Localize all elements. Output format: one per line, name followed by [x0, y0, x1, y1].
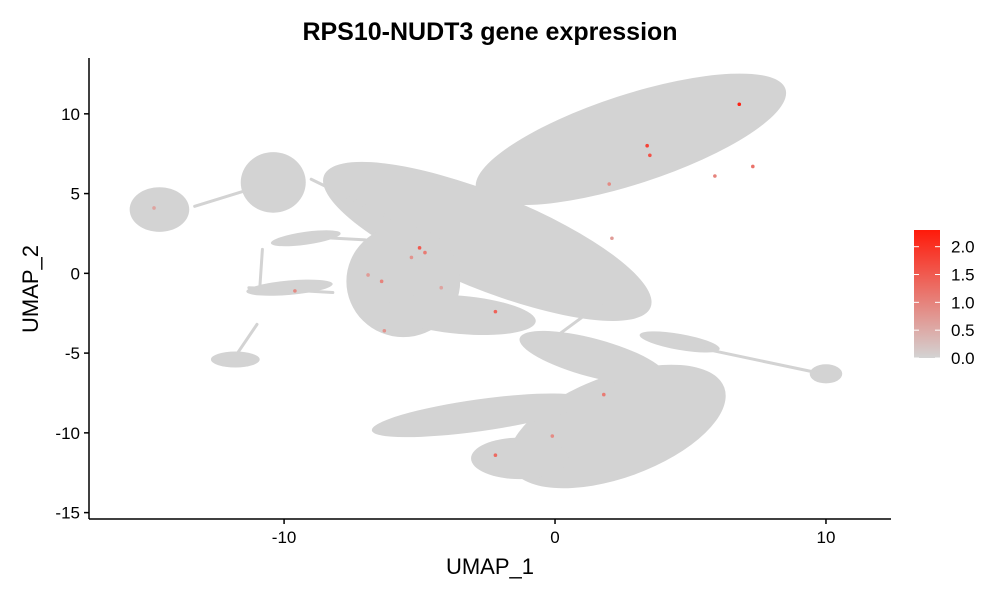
y-axis-title: UMAP_2: [18, 245, 43, 333]
y-tick-label: 10: [61, 105, 80, 124]
expressing-cell-point: [493, 453, 498, 457]
cell-cluster: [475, 73, 787, 206]
colorbar-tick-label: 1.0: [951, 293, 975, 312]
cell-strand: [247, 286, 335, 294]
y-ticks: -15 -10 -5 0 5 10: [55, 105, 89, 523]
expressing-cell-point: [417, 246, 422, 250]
x-ticks: -10 0 10: [272, 519, 836, 547]
expressing-cell-point: [293, 289, 297, 293]
cell-cluster: [323, 161, 652, 321]
expressing-cell-point: [610, 236, 614, 241]
expressing-cell-point: [439, 285, 444, 290]
expressing-cell-point: [550, 434, 555, 438]
x-axis-title: UMAP_1: [446, 554, 534, 579]
expressing-cell-point: [152, 206, 156, 210]
cell-strand: [670, 340, 817, 374]
cell-strand: [193, 188, 248, 208]
cell-cluster: [519, 330, 667, 385]
expressing-cell-point: [607, 182, 612, 186]
y-tick-label: 0: [71, 264, 80, 283]
expressing-cell-point: [601, 392, 606, 397]
colorbar-tick-label: 2.0: [951, 238, 975, 257]
expressing-cell-point: [713, 174, 717, 178]
y-tick-label: 5: [71, 185, 80, 204]
y-tick-label: -10: [55, 424, 80, 443]
cell-strand: [233, 322, 259, 358]
expressing-cell-point: [409, 255, 414, 260]
cell-strand: [553, 295, 611, 339]
x-tick-label: 10: [817, 528, 836, 547]
colorbar-tick-label: 1.5: [951, 266, 975, 285]
cell-cluster: [471, 437, 569, 480]
cell-strand: [258, 247, 264, 291]
expressing-cell-point: [423, 250, 427, 255]
expressing-cell-point: [645, 143, 649, 148]
colorbar-ticks: 0.0 0.5 1.0 1.5 2.0: [914, 238, 975, 368]
expressing-cell-point: [379, 279, 384, 284]
cell-cluster: [240, 152, 306, 213]
expressing-cell-point: [382, 328, 387, 333]
cell-cluster: [809, 364, 843, 384]
expressing-cell-point: [737, 102, 742, 107]
colorbar-legend: 0.0 0.5 1.0 1.5 2.0: [914, 230, 975, 368]
cell-cluster: [639, 331, 720, 353]
cell-cluster: [129, 187, 190, 232]
cell-cluster: [384, 294, 536, 336]
cell-strand: [304, 235, 367, 242]
cell-cluster: [210, 351, 260, 368]
cell-cloud: [129, 73, 843, 489]
y-tick-label: -5: [65, 344, 80, 363]
x-tick-label: -10: [272, 528, 297, 547]
expressing-cells: [152, 102, 755, 457]
colorbar-tick-label: 0.0: [951, 349, 975, 368]
expressing-cell-point: [493, 309, 498, 314]
y-tick-label: -15: [55, 504, 80, 523]
expressing-cell-point: [751, 164, 755, 169]
cell-cluster: [371, 393, 587, 438]
expressing-cell-point: [366, 273, 370, 277]
chart-title: RPS10-NUDT3 gene expression: [302, 18, 677, 46]
x-tick-label: 0: [550, 528, 559, 547]
cell-cluster: [270, 230, 341, 247]
cell-strand: [309, 177, 394, 221]
colorbar-gradient: [914, 230, 940, 358]
expressing-cell-point: [648, 153, 652, 158]
colorbar-tick-label: 0.5: [951, 321, 975, 340]
